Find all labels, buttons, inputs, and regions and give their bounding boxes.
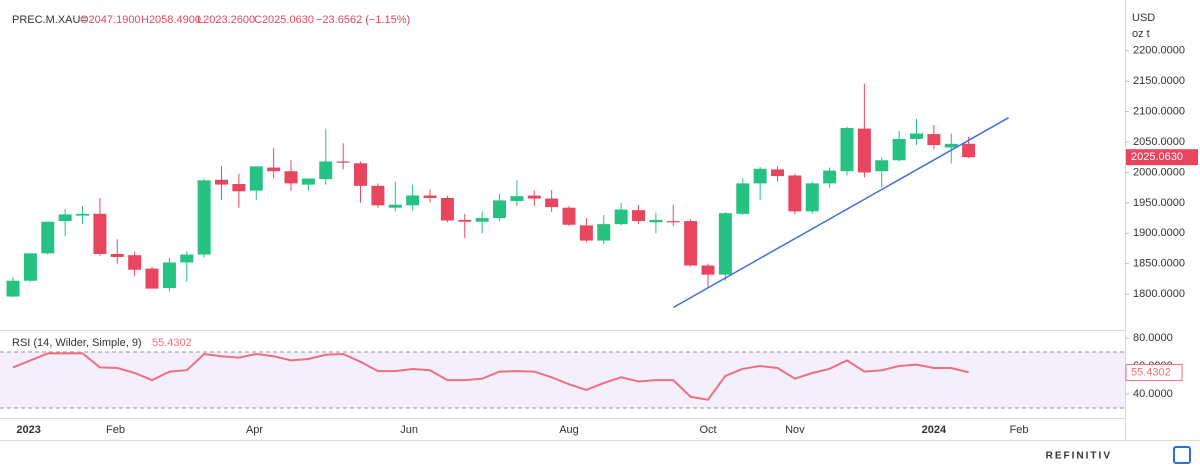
x-tick-label: 2023 xyxy=(16,424,40,436)
candle-body xyxy=(632,210,646,222)
x-tick-label: Feb xyxy=(106,424,125,436)
candle-body xyxy=(406,195,420,206)
candle-body xyxy=(180,254,194,263)
candle-body xyxy=(232,183,246,192)
y-tick-label: 40.0000 xyxy=(1133,388,1173,400)
candle-body xyxy=(475,218,489,222)
candle-body xyxy=(649,219,663,223)
y-unit: USD xyxy=(1132,12,1155,24)
y-tick-label: 1850.0000 xyxy=(1133,258,1185,270)
x-tick-label: Aug xyxy=(559,424,579,436)
candle-body xyxy=(823,170,837,184)
x-tick-label: Nov xyxy=(785,424,805,436)
y-tick-label: 1900.0000 xyxy=(1133,227,1185,239)
candle-body xyxy=(301,178,315,185)
change-label: −23.6562 (−1.15%) xyxy=(316,14,410,26)
y-tick-label: 1800.0000 xyxy=(1133,288,1185,300)
candle-body xyxy=(6,280,20,297)
rsi-band xyxy=(0,352,1125,409)
candle-body xyxy=(423,195,437,198)
y-tick-label: 2200.0000 xyxy=(1133,45,1185,57)
candle-body xyxy=(215,179,229,185)
candle-body xyxy=(267,167,281,172)
y-tick-label: 2100.0000 xyxy=(1133,106,1185,118)
y-tick-label: 80.0000 xyxy=(1133,332,1173,344)
candle-body xyxy=(857,128,871,173)
y-tick-label: 2000.0000 xyxy=(1133,166,1185,178)
candle-body xyxy=(493,200,507,219)
x-tick-label: Feb xyxy=(1010,424,1029,436)
candle-body xyxy=(76,213,90,216)
candle-body xyxy=(962,143,976,158)
candle-body xyxy=(128,255,142,270)
last-price-label: 2025.0630 xyxy=(1131,151,1183,163)
x-tick-label: Jun xyxy=(400,424,418,436)
candle-body xyxy=(927,134,941,146)
candle-body xyxy=(805,183,819,212)
candle-body xyxy=(284,171,298,184)
logo-icon xyxy=(1173,446,1191,464)
candle-body xyxy=(388,204,402,208)
candle-body xyxy=(41,221,55,254)
candle-body xyxy=(684,221,698,266)
candle-body xyxy=(614,209,628,225)
candle-body xyxy=(93,213,107,254)
rsi-line xyxy=(12,352,969,401)
candle-body xyxy=(110,253,124,257)
high-label: H2058.4900 xyxy=(141,14,201,26)
candles xyxy=(6,83,976,298)
candle-body xyxy=(840,128,854,172)
x-tick-label: 2024 xyxy=(922,424,947,436)
x-tick-label: Oct xyxy=(699,424,716,436)
candle-body xyxy=(892,138,906,161)
candle-body xyxy=(440,197,454,221)
y-tick-label: 2050.0000 xyxy=(1133,136,1185,148)
candle-body xyxy=(354,163,368,186)
close-label: C2025.0630 xyxy=(254,14,314,26)
candle-body xyxy=(562,207,576,225)
x-tick-label: Apr xyxy=(246,424,263,436)
candle-body xyxy=(579,225,593,241)
candle-body xyxy=(23,253,37,281)
candle-body xyxy=(527,195,541,199)
candle-body xyxy=(458,219,472,222)
candle-body xyxy=(145,268,159,289)
candle-body xyxy=(336,161,350,163)
open-label: O2047.1900 xyxy=(80,14,141,26)
candle-body xyxy=(944,143,958,148)
candle-body xyxy=(510,196,524,202)
candle-body xyxy=(875,160,889,172)
footer-logo: REFINITIV xyxy=(1046,451,1112,462)
trend-line xyxy=(672,117,1009,309)
candle-body xyxy=(788,175,802,212)
low-label: L2023.2600 xyxy=(197,14,255,26)
candle-body xyxy=(371,185,385,206)
candle-body xyxy=(197,180,211,255)
rsi-value-label: 55.4302 xyxy=(1131,366,1171,378)
candle-body xyxy=(718,213,732,275)
candle-body xyxy=(597,224,611,241)
candle-body xyxy=(58,214,72,222)
candle-body xyxy=(666,221,680,223)
candle-body xyxy=(910,133,924,139)
y-unit: oz t xyxy=(1132,28,1150,40)
symbol: PREC.M.XAU= xyxy=(12,14,87,26)
y-tick-label: 1950.0000 xyxy=(1133,197,1185,209)
candle-body xyxy=(249,166,263,191)
rsi-value-tag xyxy=(1125,363,1183,381)
rsi-title: RSI (14, Wilder, Simple, 9) xyxy=(12,337,142,349)
candle-body xyxy=(771,169,785,177)
candle-body xyxy=(319,161,333,180)
rsi-title-value: 55.4302 xyxy=(152,337,192,349)
candle-body xyxy=(736,183,750,214)
y-tick-label: 2150.0000 xyxy=(1133,75,1185,87)
candle-body xyxy=(545,198,559,208)
candle-body xyxy=(701,265,715,275)
candle-body xyxy=(162,262,176,289)
last-price-tag xyxy=(1126,149,1198,166)
candle-body xyxy=(753,168,767,184)
